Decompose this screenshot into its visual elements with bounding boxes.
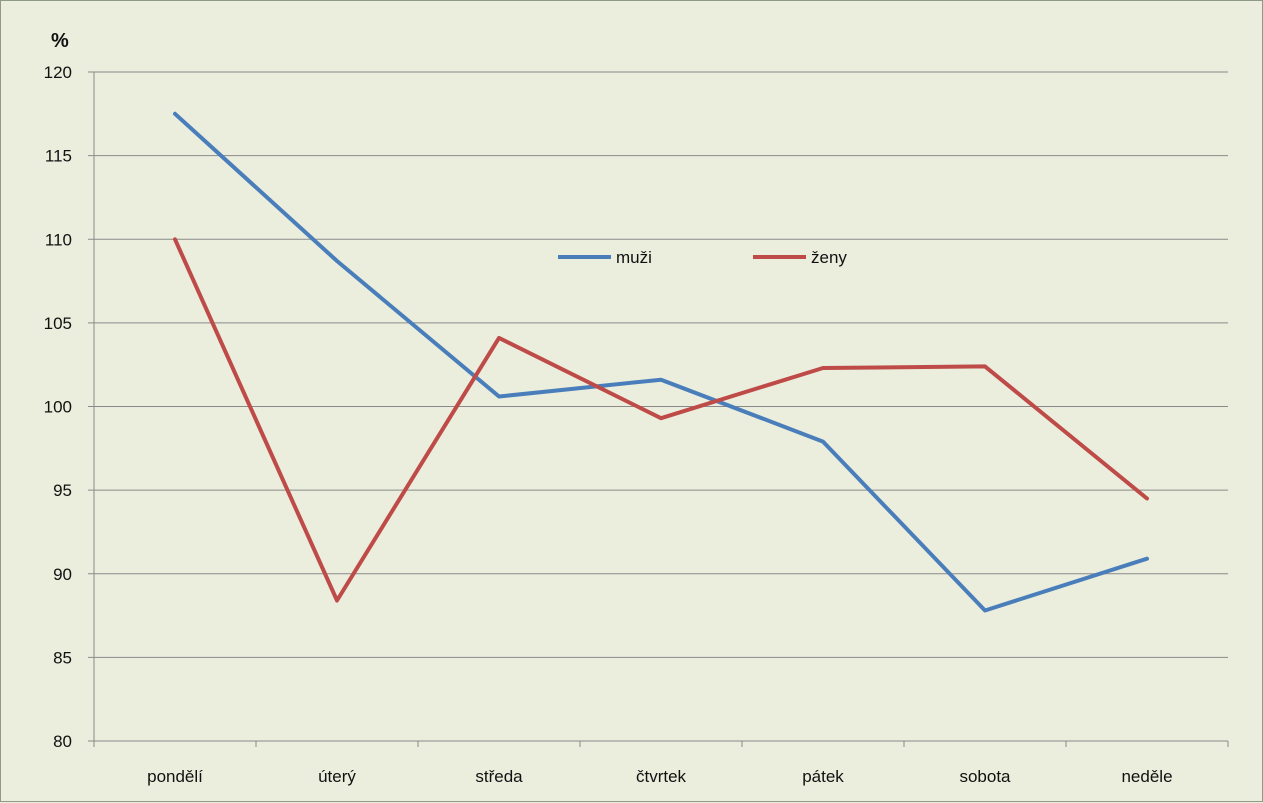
x-tick-label: středa [475,767,523,786]
y-tick-label: 115 [45,147,72,166]
y-tick-label: 100 [44,398,72,417]
x-tick-label: čtvrtek [636,767,687,786]
y-axis-unit-label: % [51,30,69,52]
x-tick-label: úterý [318,767,356,786]
legend-label: muži [616,248,652,267]
series-line-zeny [175,239,1147,600]
y-tick-label: 90 [53,565,72,584]
y-tick-label: 120 [44,63,72,82]
y-tick-label: 80 [53,732,72,751]
x-tick-label: pátek [802,767,844,786]
y-tick-label: 110 [45,230,72,249]
series-line-muzi [175,114,1147,611]
x-tick-label: neděle [1121,767,1172,786]
x-tick-label: sobota [959,767,1011,786]
legend-label: ženy [811,248,847,267]
axes: 80 85 90 95 100 105 110 115 120 pondělí úterý střed… [44,63,1228,786]
y-tick-label: 95 [53,481,72,500]
legend: muži ženy [558,248,847,267]
series-lines [175,114,1147,611]
grid-lines [94,72,1228,657]
y-tick-label: 105 [44,314,72,333]
y-tick-label: 85 [53,648,72,667]
x-tick-label: pondělí [147,767,203,786]
